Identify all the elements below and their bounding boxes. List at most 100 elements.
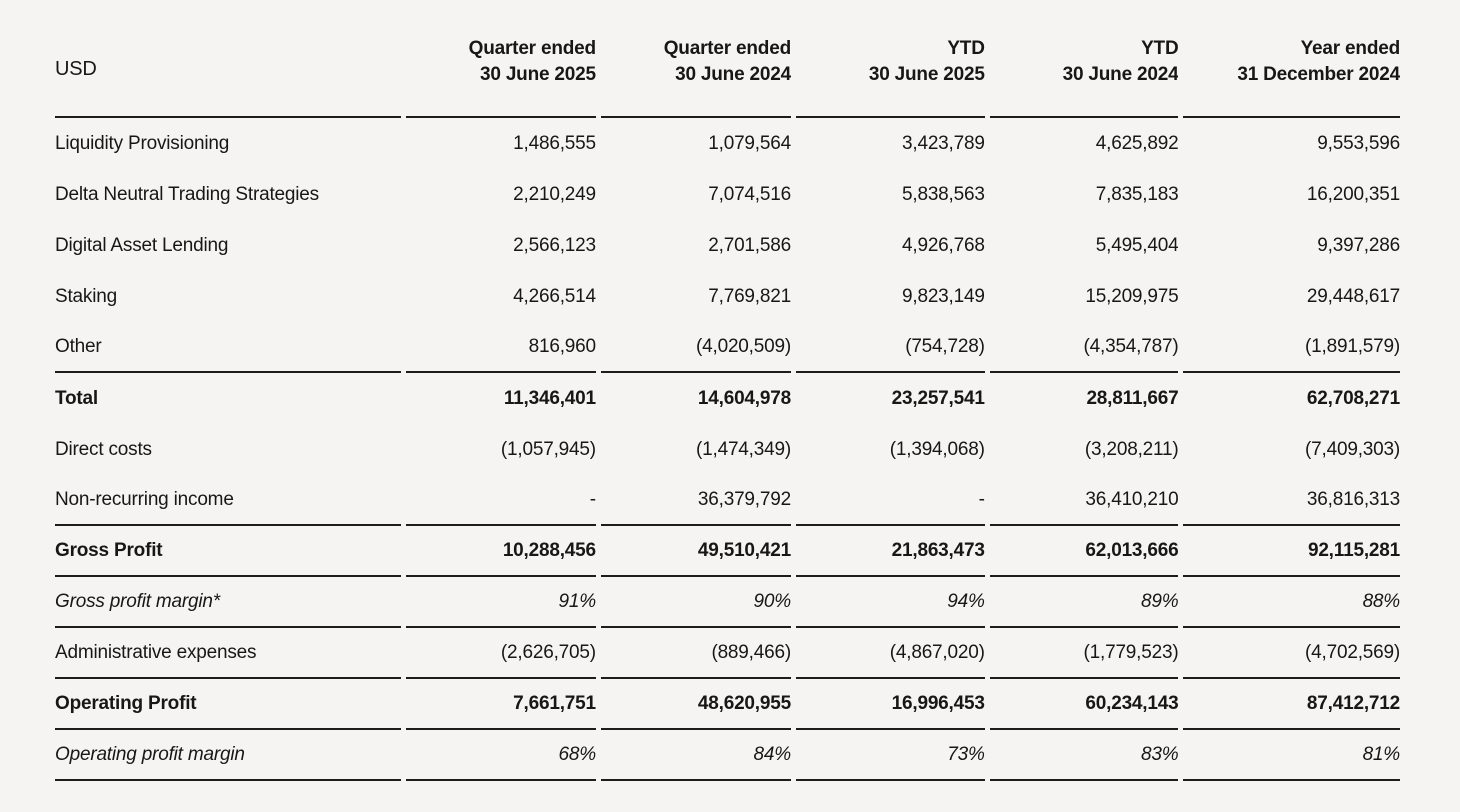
cell-value: 84% [601,730,791,781]
cell-value: 4,926,768 [796,220,985,271]
cell-value: 28,811,667 [990,373,1179,424]
column-header-line2: 30 June 2024 [990,62,1179,88]
cell-value: 7,661,751 [406,679,596,730]
column-header-ytd-2025: YTD 30 June 2025 [796,36,985,118]
cell-value: 81% [1183,730,1400,781]
column-header-line1: Year ended [1183,36,1400,62]
cell-value: 7,769,821 [601,271,791,322]
cell-value: 94% [796,577,985,628]
cell-value: (1,891,579) [1183,322,1400,373]
cell-value: 7,835,183 [990,169,1179,220]
column-header-line1: Quarter ended [406,36,596,62]
cell-value: 87,412,712 [1183,679,1400,730]
column-header-line1: Quarter ended [601,36,791,62]
cell-value: 2,566,123 [406,220,596,271]
cell-value: 5,838,563 [796,169,985,220]
column-header-line1: YTD [796,36,985,62]
cell-value: 11,346,401 [406,373,596,424]
row-label: Non-recurring income [55,475,401,526]
cell-value: 90% [601,577,791,628]
cell-value: 10,288,456 [406,526,596,577]
column-header-q2-2025: Quarter ended 30 June 2025 [406,36,596,118]
row-label: Direct costs [55,424,401,475]
header-row: USD Quarter ended 30 June 2025 Quarter e… [55,36,1400,118]
cell-value: 4,266,514 [406,271,596,322]
cell-value: 23,257,541 [796,373,985,424]
cell-value: (889,466) [601,628,791,679]
table-row: Delta Neutral Trading Strategies2,210,24… [55,169,1400,220]
cell-value: 9,397,286 [1183,220,1400,271]
cell-value: (2,626,705) [406,628,596,679]
table-row: Other816,960(4,020,509)(754,728)(4,354,7… [55,322,1400,373]
cell-value: (4,354,787) [990,322,1179,373]
cell-value: 36,410,210 [990,475,1179,526]
cell-value: 16,996,453 [796,679,985,730]
table-row: Operating Profit7,661,75148,620,95516,99… [55,679,1400,730]
cell-value: 3,423,789 [796,118,985,169]
cell-value: 1,486,555 [406,118,596,169]
cell-value: (1,394,068) [796,424,985,475]
row-label: Gross profit margin* [55,577,401,628]
row-label: Gross Profit [55,526,401,577]
cell-value: (3,208,211) [990,424,1179,475]
unit-label-cell: USD [55,36,401,118]
cell-value: 36,816,313 [1183,475,1400,526]
table-row: Gross Profit10,288,45649,510,42121,863,4… [55,526,1400,577]
table-row: Total11,346,40114,604,97823,257,54128,81… [55,373,1400,424]
column-header-fy-2024: Year ended 31 December 2024 [1183,36,1400,118]
cell-value: 62,708,271 [1183,373,1400,424]
cell-value: 92,115,281 [1183,526,1400,577]
table-row: Liquidity Provisioning1,486,5551,079,564… [55,118,1400,169]
column-header-line2: 30 June 2024 [601,62,791,88]
cell-value: 7,074,516 [601,169,791,220]
cell-value: 29,448,617 [1183,271,1400,322]
cell-value: 49,510,421 [601,526,791,577]
table-row: Direct costs(1,057,945)(1,474,349)(1,394… [55,424,1400,475]
cell-value: (4,702,569) [1183,628,1400,679]
column-header-line2: 30 June 2025 [796,62,985,88]
cell-value: 36,379,792 [601,475,791,526]
cell-value: 15,209,975 [990,271,1179,322]
cell-value: 1,079,564 [601,118,791,169]
cell-value: 89% [990,577,1179,628]
row-label: Operating profit margin [55,730,401,781]
table-row: Digital Asset Lending2,566,1232,701,5864… [55,220,1400,271]
cell-value: (754,728) [796,322,985,373]
row-label: Digital Asset Lending [55,220,401,271]
cell-value: (4,020,509) [601,322,791,373]
cell-value: (7,409,303) [1183,424,1400,475]
cell-value: 816,960 [406,322,596,373]
financial-table: USD Quarter ended 30 June 2025 Quarter e… [50,36,1405,781]
table-row: Staking4,266,5147,769,8219,823,14915,209… [55,271,1400,322]
cell-value: 16,200,351 [1183,169,1400,220]
column-header-ytd-2024: YTD 30 June 2024 [990,36,1179,118]
cell-value: 2,210,249 [406,169,596,220]
unit-label: USD [55,58,97,80]
cell-value: 88% [1183,577,1400,628]
column-header-q2-2024: Quarter ended 30 June 2024 [601,36,791,118]
column-header-line1: YTD [990,36,1179,62]
table-row: Operating profit margin68%84%73%83%81% [55,730,1400,781]
cell-value: (1,474,349) [601,424,791,475]
row-label: Staking [55,271,401,322]
cell-value: (4,867,020) [796,628,985,679]
financial-statement-page: USD Quarter ended 30 June 2025 Quarter e… [0,0,1460,812]
cell-value: 60,234,143 [990,679,1179,730]
cell-value: 14,604,978 [601,373,791,424]
cell-value: 21,863,473 [796,526,985,577]
cell-value: (1,779,523) [990,628,1179,679]
table-row: Administrative expenses(2,626,705)(889,4… [55,628,1400,679]
row-label: Delta Neutral Trading Strategies [55,169,401,220]
cell-value: 68% [406,730,596,781]
cell-value: 73% [796,730,985,781]
cell-value: 83% [990,730,1179,781]
row-label: Liquidity Provisioning [55,118,401,169]
cell-value: 5,495,404 [990,220,1179,271]
table-row: Gross profit margin*91%90%94%89%88% [55,577,1400,628]
cell-value: 48,620,955 [601,679,791,730]
row-label: Administrative expenses [55,628,401,679]
cell-value: - [796,475,985,526]
cell-value: 62,013,666 [990,526,1179,577]
row-label: Operating Profit [55,679,401,730]
cell-value: (1,057,945) [406,424,596,475]
